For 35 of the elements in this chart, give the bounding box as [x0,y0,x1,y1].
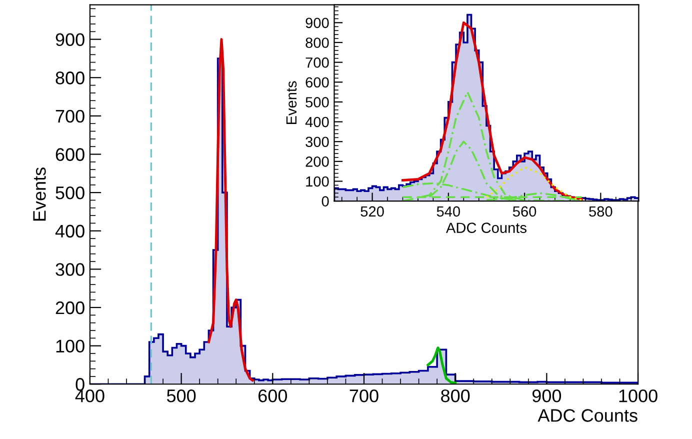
y-tick-label: 100 [306,176,329,187]
x-tick-label: 540 [436,206,460,217]
y-tick-label: 900 [56,33,84,46]
x-tick-label: 520 [360,206,384,217]
y-tick-label: 200 [306,156,329,167]
x-tick-label: 500 [166,389,196,402]
x-tick-label: 400 [75,389,104,402]
x-tick-label: 580 [589,206,612,217]
y-tick-label: 0 [76,378,84,391]
y-tick-label: 600 [56,148,84,161]
y-tick-label: 400 [305,116,329,128]
y-tick-label: 500 [56,186,84,200]
y-tick-label: 200 [56,301,84,314]
y-tick-label: 600 [306,77,329,88]
y-tick-label: 700 [306,57,329,68]
y-tick-label: 300 [56,263,84,276]
x-tick-label: 700 [350,389,378,402]
x-tick-label: 560 [512,206,536,217]
x-tick-label: 900 [532,389,562,402]
y-tick-label: 0 [322,196,329,206]
x-axis-title: ADC Counts [446,222,526,234]
y-axis-title: Events [286,81,297,124]
y-tick-label: 900 [306,18,329,28]
y-tick-label: 400 [55,224,84,238]
x-axis-title: ADC Counts [538,409,638,422]
x-tick-label: 1000 [619,389,658,402]
y-tick-label: 500 [306,97,329,108]
y-tick-label: 300 [306,136,329,148]
y-tick-label: 700 [56,110,84,123]
x-tick-label: 600 [258,389,288,402]
y-axis-title: Events [33,168,46,221]
y-tick-label: 100 [56,340,84,353]
x-tick-label: 800 [441,389,470,402]
y-tick-label: 800 [56,72,84,84]
y-tick-label: 800 [306,38,329,48]
